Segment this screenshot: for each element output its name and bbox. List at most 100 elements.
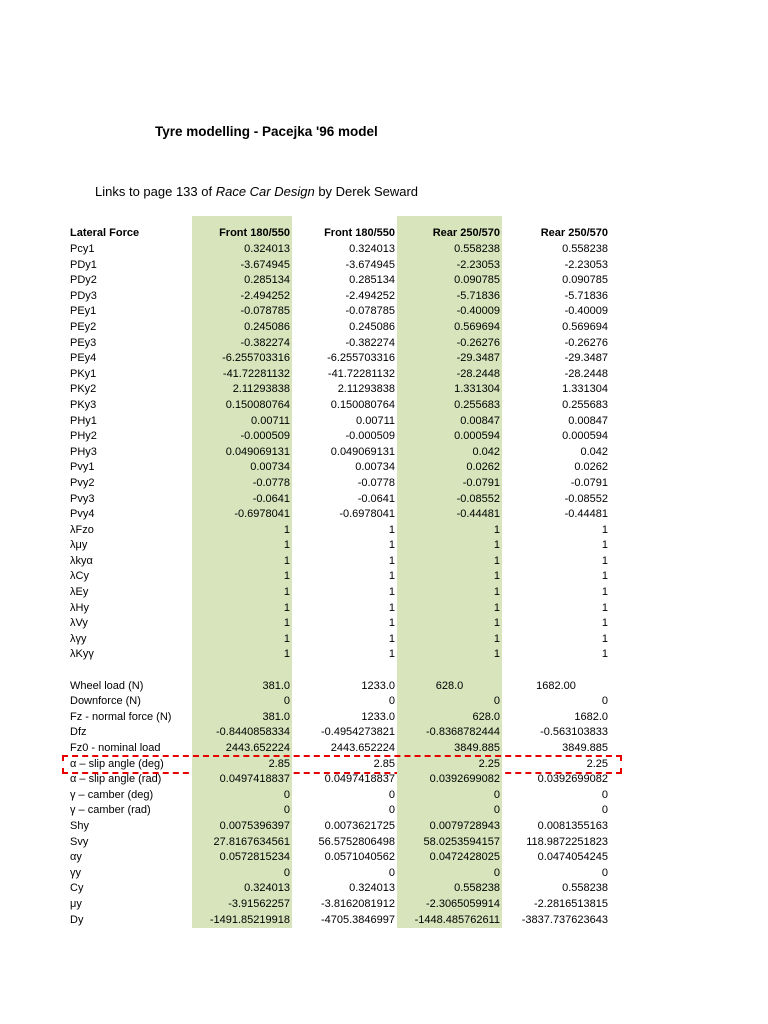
- table-body: Pcy1 0.324013 0.324013 0.558238 0.558238 PDy1…: [62, 242, 622, 929]
- cell: -0.40009: [397, 304, 502, 320]
- cell: 0.00847: [397, 413, 502, 430]
- cell: 1: [388, 554, 395, 567]
- row-label: PEy2: [70, 320, 97, 333]
- cell: 1233.0: [361, 679, 395, 692]
- cell: 0: [601, 804, 608, 817]
- table-row: Wheel load (N) 381.0 1233.0 628.0 1682.00: [70, 678, 610, 695]
- cell: -1491.85219918: [192, 912, 292, 929]
- cell: -0.44481: [564, 508, 608, 521]
- cell: -2.494252: [192, 288, 292, 305]
- cell: -4705.3846997: [320, 913, 395, 926]
- row-label: λμy: [70, 539, 88, 552]
- page-title: Tyre modelling - Pacejka '96 model: [155, 124, 378, 139]
- cell: 0: [388, 804, 395, 817]
- cell: 1: [601, 554, 608, 567]
- cell: -6.255703316: [192, 351, 292, 367]
- table-row: Cy 0.324013 0.324013 0.558238 0.558238: [70, 881, 610, 897]
- cell: 1: [397, 616, 502, 632]
- cell: 0.0392699082: [397, 772, 502, 788]
- table-row: Svy 27.8167634561 56.5752806498 58.02535941…: [70, 834, 610, 851]
- row-label: Cy: [70, 882, 84, 895]
- cell: 0.0497418837: [192, 772, 292, 788]
- cell: -3.674945: [345, 258, 395, 271]
- row-label: αy: [70, 851, 82, 864]
- cell: 0: [397, 694, 502, 710]
- table-row: Pvy3 -0.0641 -0.0641 -0.08552 -0.08552: [70, 491, 610, 508]
- row-label: γy: [70, 866, 81, 879]
- subtitle-suffix: by Derek Seward: [314, 184, 419, 199]
- cell: 1: [192, 538, 292, 554]
- cell: -1448.485762611: [397, 912, 502, 929]
- row-label: PDy1: [70, 258, 97, 271]
- cell: -0.26276: [564, 336, 608, 349]
- row-label: λHy: [70, 601, 89, 614]
- table-row: Dfz -0.8440858334 -0.4954273821 -0.83687824…: [70, 725, 610, 741]
- cell: 1: [601, 586, 608, 599]
- table-row: PKy3 0.150080764 0.150080764 0.255683 0.2556…: [70, 397, 610, 414]
- cell: 0.0079728943: [397, 818, 502, 835]
- row-label: Pvy2: [70, 476, 95, 489]
- cell: 1: [388, 632, 395, 645]
- cell: 1: [192, 585, 292, 601]
- cell: 2.85: [373, 757, 395, 770]
- table-row: λFzo 1 1 1 1: [70, 522, 610, 539]
- cell: -0.6978041: [339, 508, 395, 521]
- cell: 0: [388, 695, 395, 708]
- cell: 0.0497418837: [324, 773, 395, 786]
- row-label: λFzo: [70, 523, 94, 536]
- table-row: α – slip angle (deg) 2.85 2.85 2.25 2.25: [62, 754, 622, 774]
- cell: 3849.885: [562, 742, 608, 754]
- row-label: γ – camber (rad): [70, 804, 151, 817]
- row-label: Fz - normal force (N): [70, 710, 172, 723]
- cell: -0.382274: [345, 336, 395, 349]
- cell: 1.331304: [397, 382, 502, 398]
- cell: 0.245086: [192, 319, 292, 336]
- cell: 27.8167634561: [192, 834, 292, 851]
- row-label: Shy: [70, 819, 89, 832]
- table-row: Pvy4 -0.6978041 -0.6978041 -0.44481 -0.44481: [70, 507, 610, 523]
- cell: 1: [397, 631, 502, 648]
- cell: -28.2448: [397, 366, 502, 383]
- table-row: PHy3 0.049069131 0.049069131 0.042 0.042: [70, 444, 610, 461]
- row-label: Pcy1: [70, 243, 95, 255]
- cell: 0: [601, 866, 608, 879]
- row-label: PEy1: [70, 305, 97, 318]
- table-row: PHy2 -0.000509 -0.000509 0.000594 0.000594: [70, 429, 610, 445]
- cell: 1: [397, 553, 502, 570]
- table-row: PEy4 -6.255703316 -6.255703316 -29.3487 -29.…: [70, 351, 610, 367]
- cell: 0.000594: [397, 429, 502, 445]
- table-row: λHy 1 1 1 1: [70, 600, 610, 617]
- table-row: γ – camber (deg) 0 0 0 0: [70, 787, 610, 804]
- cell: 1: [192, 522, 292, 539]
- cell: 58.0253594157: [397, 834, 502, 851]
- table-row: λkyα 1 1 1 1: [70, 553, 610, 570]
- cell: 1: [192, 600, 292, 617]
- cell: -0.0791: [397, 475, 502, 492]
- cell: 0.245086: [349, 320, 395, 333]
- cell: -0.6978041: [192, 507, 292, 523]
- cell: -29.3487: [397, 351, 502, 367]
- cell: 0.049069131: [192, 444, 292, 461]
- cell: 1: [388, 601, 395, 614]
- cell: 0.0262: [574, 461, 608, 474]
- row-label: PHy2: [70, 430, 97, 443]
- table-row: λγy 1 1 1 1: [70, 631, 610, 648]
- cell: 0.00734: [355, 461, 395, 474]
- table-row: PEy2 0.245086 0.245086 0.569694 0.569694: [70, 319, 610, 336]
- cell: 1: [397, 522, 502, 539]
- row-label: α – slip angle (rad): [70, 773, 162, 786]
- table-row: λEy 1 1 1 1: [70, 585, 610, 601]
- table-row: Dy -1491.85219918 -4705.3846997 -1448.48576…: [70, 912, 610, 929]
- row-label: Pvy1: [70, 461, 95, 474]
- cell: 0.255683: [397, 397, 502, 414]
- cell: 1682.00: [536, 679, 576, 692]
- cell: 1: [388, 523, 395, 536]
- column-header-label: Lateral Force: [70, 227, 140, 239]
- cell: 0.00711: [192, 413, 292, 430]
- cell: -0.000509: [345, 430, 395, 443]
- cell: 0: [397, 865, 502, 882]
- cell: 0: [192, 803, 292, 819]
- cell: 628.0: [397, 709, 502, 726]
- row-label: PKy1: [70, 367, 97, 380]
